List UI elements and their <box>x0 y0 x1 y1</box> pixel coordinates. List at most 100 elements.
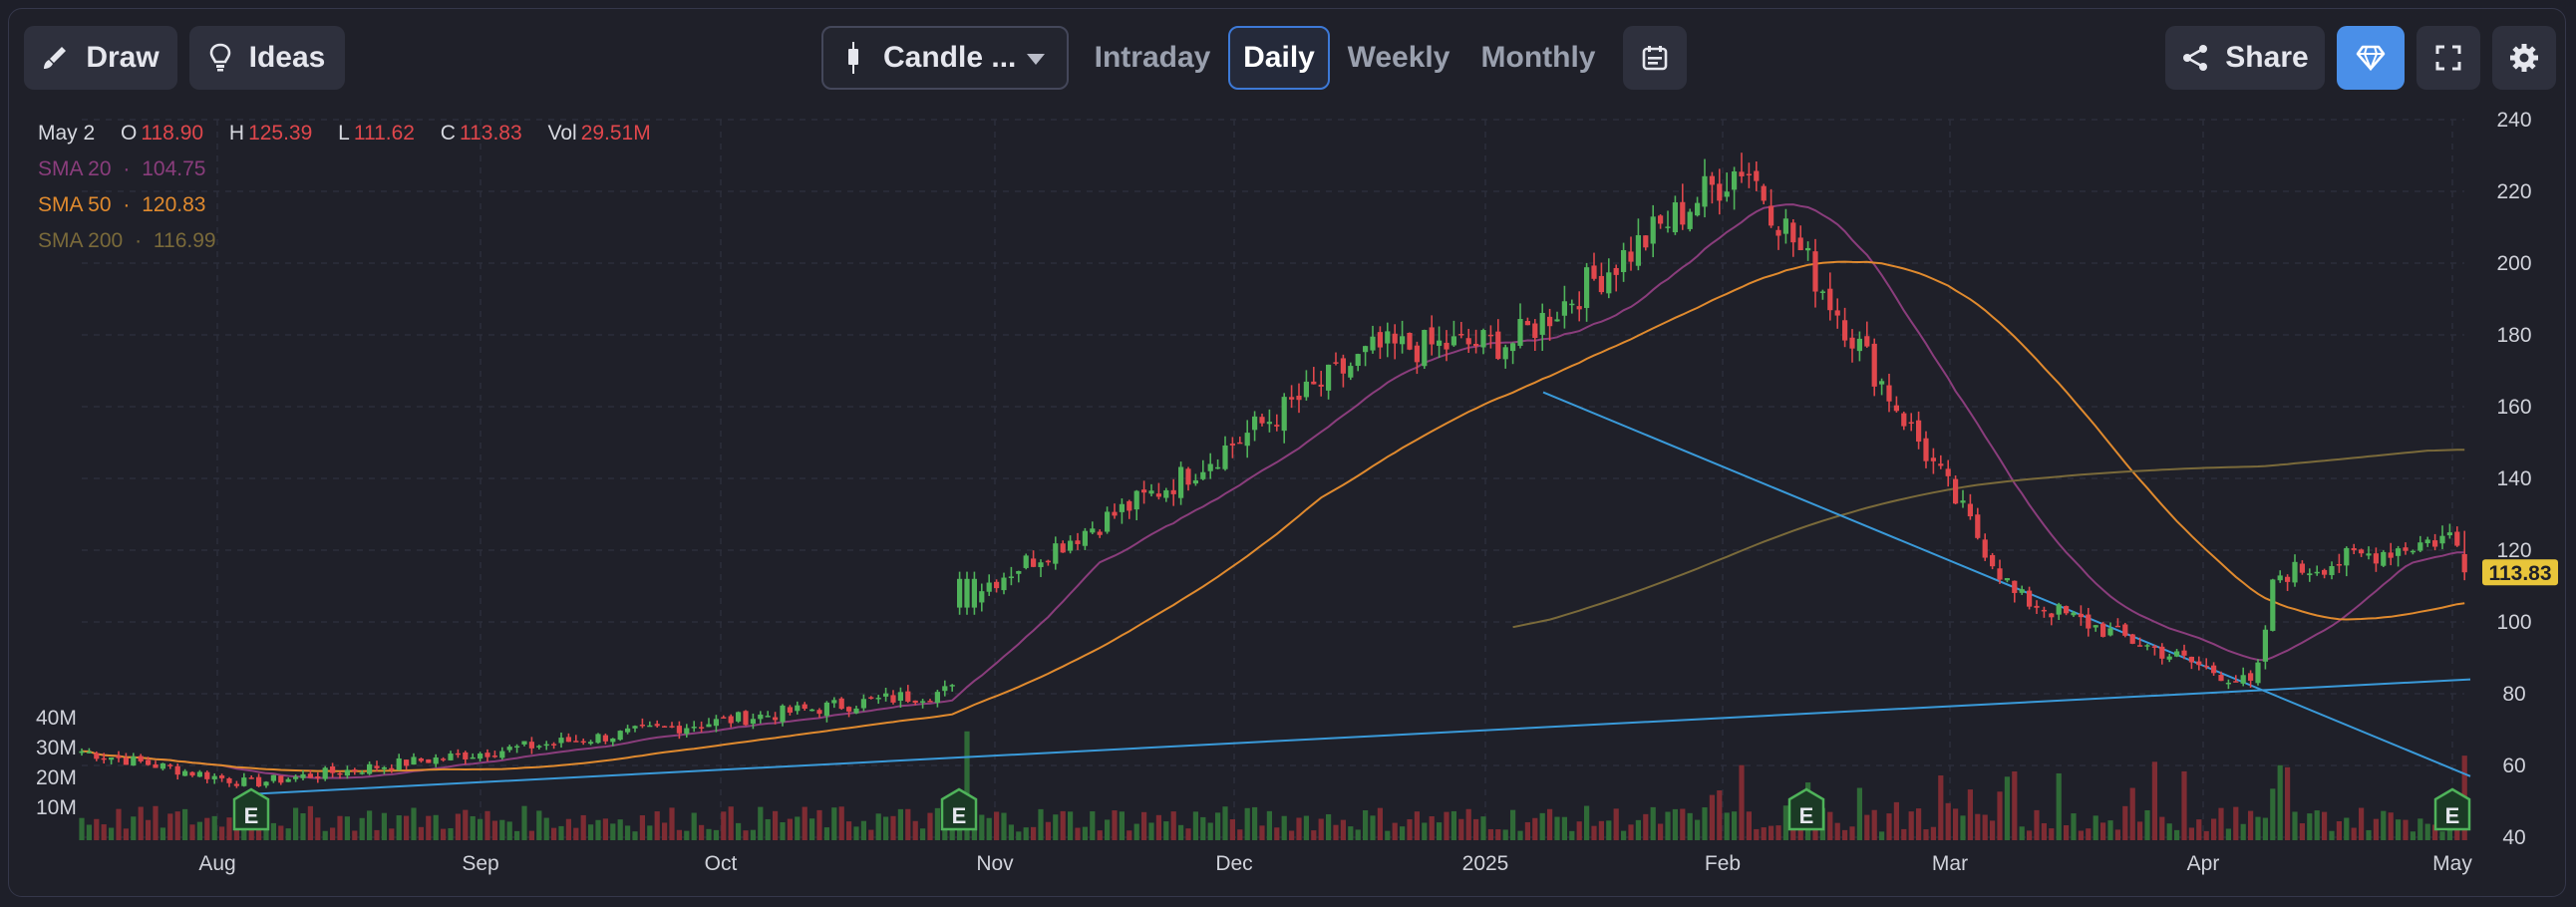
candle-up <box>2381 550 2387 567</box>
volume-bar <box>1782 805 1788 840</box>
volume-bar <box>1680 808 1686 840</box>
premium-button[interactable] <box>2337 26 2405 90</box>
volume-bar <box>2373 818 2379 840</box>
candle-down <box>580 738 586 746</box>
chart-type-dropdown[interactable]: Candle ... <box>821 26 1069 90</box>
volume-bar <box>1422 822 1428 840</box>
volume-bar <box>875 813 881 840</box>
volume-bar <box>721 811 727 840</box>
volume-bar <box>1901 828 1907 840</box>
candle-up <box>2424 536 2430 547</box>
earnings-marker[interactable]: E <box>232 787 270 831</box>
volume-bar <box>1576 821 1582 840</box>
chart-frame <box>8 8 2566 897</box>
candle-up <box>558 732 564 749</box>
candle-down <box>219 773 225 782</box>
volume-bar <box>1849 826 1855 840</box>
candle-down <box>315 771 321 783</box>
volume-bar <box>521 805 527 840</box>
volume-bar <box>2366 829 2372 840</box>
volume-bar <box>1761 827 1767 840</box>
calendar-button[interactable] <box>1623 26 1687 90</box>
candle-up <box>1502 344 1508 369</box>
candle-down <box>1754 160 1760 191</box>
candle-up <box>448 751 454 761</box>
candle-down <box>491 751 497 758</box>
candle-down <box>1487 325 1493 349</box>
volume-bar <box>809 818 815 840</box>
tab-daily-label: Daily <box>1243 41 1315 74</box>
candle-down <box>1340 354 1346 388</box>
volume-bar <box>1141 811 1147 840</box>
earnings-marker-label: E <box>952 803 967 828</box>
volume-bar <box>514 830 520 840</box>
volume-bar <box>831 807 837 840</box>
high-value: 125.39 <box>248 122 313 145</box>
tab-daily[interactable]: Daily <box>1228 26 1330 90</box>
candle-up <box>1207 453 1213 479</box>
settings-button[interactable] <box>2492 26 2556 90</box>
candle-down <box>484 749 490 761</box>
candle-up <box>1023 553 1029 570</box>
candle-down <box>846 706 852 718</box>
volume-bar <box>182 808 188 840</box>
ideas-label: Ideas <box>248 41 326 74</box>
volume-bar <box>1127 830 1132 840</box>
tab-intraday[interactable]: Intraday <box>1091 26 1214 90</box>
volume-bar <box>2196 819 2202 840</box>
candle-up <box>1539 303 1545 352</box>
volume-bar <box>101 824 107 840</box>
ideas-button[interactable]: Ideas <box>189 26 345 90</box>
volume-bar <box>1370 815 1376 840</box>
price-tick-label: 140 <box>2496 467 2531 490</box>
sma200-value: 116.99 <box>153 229 216 252</box>
volume-bar <box>1990 820 1996 840</box>
tab-weekly[interactable]: Weekly <box>1342 26 1455 90</box>
sma200-label: SMA 200 <box>38 229 124 252</box>
volume-bar <box>2049 828 2055 840</box>
candle-down <box>1982 533 1988 561</box>
volume-bar <box>1112 810 1118 840</box>
volume-bar <box>79 817 85 840</box>
volume-bar <box>1200 816 1206 840</box>
volume-bar <box>1473 818 1479 840</box>
sma200-legend: SMA 200 · 116.99 <box>38 229 216 253</box>
tab-monthly[interactable]: Monthly <box>1473 26 1603 90</box>
share-icon <box>2181 44 2209 72</box>
candle-up <box>809 709 815 712</box>
candle-up <box>1650 204 1656 258</box>
volume-bar <box>1621 830 1627 840</box>
share-button[interactable]: Share <box>2165 26 2325 90</box>
sma20-value: 104.75 <box>142 157 206 180</box>
trendlines[interactable] <box>248 391 2471 795</box>
volume-bar <box>2159 816 2165 840</box>
volume-bar <box>1960 815 1966 840</box>
candle-up <box>241 772 247 787</box>
candle-down <box>1060 540 1066 553</box>
fullscreen-button[interactable] <box>2416 26 2480 90</box>
volume-bar <box>617 819 623 840</box>
volume-bar <box>337 815 343 840</box>
candle-up <box>2093 624 2098 632</box>
volume-bar <box>691 812 697 840</box>
earnings-marker[interactable]: E <box>1787 787 1825 831</box>
candle-down <box>330 762 336 778</box>
moving-averages <box>81 203 2465 779</box>
candle-up <box>2329 561 2335 580</box>
candle-down <box>1717 168 1723 215</box>
volume-bar <box>2359 807 2365 840</box>
candle-down <box>426 758 432 763</box>
candle-down <box>1908 413 1914 432</box>
earnings-marker[interactable]: E <box>940 787 978 831</box>
volume-bar <box>389 828 395 840</box>
earnings-marker[interactable]: E <box>2433 787 2471 831</box>
volume-bar <box>226 817 232 840</box>
volume-bar <box>573 827 579 840</box>
volume-bar <box>167 813 173 840</box>
candle-down <box>2100 621 2106 638</box>
candle-down <box>1871 338 1877 397</box>
draw-button[interactable]: Draw <box>24 26 177 90</box>
candle-up <box>2396 545 2402 567</box>
